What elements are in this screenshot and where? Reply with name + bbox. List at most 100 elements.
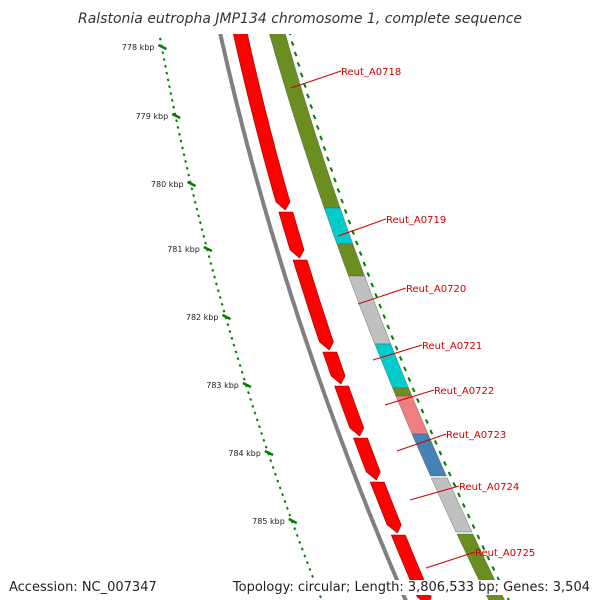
minor-tick [187, 173, 191, 177]
minor-tick [311, 574, 314, 578]
outer-dash [296, 62, 301, 67]
minor-tick [303, 554, 307, 558]
minor-tick [271, 465, 275, 470]
label-leader-line [384, 389, 435, 406]
outer-dash [290, 41, 295, 46]
minor-tick [209, 261, 213, 266]
label-leader-line [290, 70, 342, 89]
minor-tick [281, 493, 284, 497]
minor-tick [161, 51, 165, 55]
red-gene-arrow [334, 385, 365, 437]
red-gene-arrow [278, 211, 305, 259]
kbp-tick-label: 780 kbp [151, 180, 184, 189]
outer-dash [424, 419, 429, 424]
gene-segment-gray [348, 275, 392, 345]
major-tick [288, 517, 298, 525]
gene-segment-salmon [395, 395, 429, 435]
kbp-tick-label: 779 kbp [136, 112, 169, 121]
gene-label[interactable]: Reut_A0721 [422, 341, 482, 352]
scale-ticks: 778 kbp 779 kbp 780 kbp 781 kbp 782 kbp 783 k… [122, 3, 324, 599]
label-leader-line [409, 485, 460, 501]
kbp-tick-label: 778 kbp [122, 43, 155, 52]
minor-tick [276, 479, 280, 483]
minor-tick [293, 527, 297, 531]
minor-tick [178, 132, 181, 136]
accession-text: Accession: NC_007347 [7, 580, 159, 595]
gene-label[interactable]: Reut_A0720 [406, 284, 466, 295]
outer-dash [461, 503, 466, 508]
gene-label[interactable]: Reut_A0723 [446, 430, 506, 441]
minor-tick [318, 595, 322, 599]
outer-dash [336, 188, 341, 193]
minor-tick [216, 289, 220, 293]
minor-tick [308, 567, 312, 572]
minor-tick [207, 255, 211, 259]
outer-dash [411, 387, 416, 393]
label-leader-line [357, 287, 407, 305]
outer-dash [370, 282, 375, 288]
outer-dash [329, 167, 334, 172]
gene-label[interactable]: Reut_A0722 [434, 386, 494, 397]
gene-label[interactable]: Reut_A0718 [341, 67, 401, 78]
outer-dash [312, 114, 317, 120]
summary-text: Topology: circular; Length: 3,806,533 bp… [230, 580, 592, 595]
minor-tick [234, 350, 238, 354]
minor-tick [218, 295, 222, 300]
outer-dash [343, 209, 348, 214]
red-gene-track [225, 0, 432, 600]
outer-dash [438, 450, 443, 456]
minor-tick [169, 91, 173, 96]
red-gene-arrow [353, 437, 381, 481]
gene-labels: Reut_A0718 Reut_A0719 Reut_A0720 Reut_A0721… [290, 67, 535, 569]
outer-dash [443, 461, 447, 466]
outer-dash [390, 335, 395, 340]
outer-dash [398, 356, 403, 361]
outer-dash [407, 377, 412, 382]
minor-tick [264, 445, 268, 449]
minor-tick [179, 139, 183, 143]
minor-tick [202, 234, 206, 238]
gene-segment-cyan [323, 207, 354, 245]
outer-dash [433, 440, 438, 445]
minor-tick [162, 57, 166, 62]
minor-tick [200, 227, 204, 232]
outer-dash [506, 597, 510, 600]
outer-dash [315, 125, 320, 130]
label-leader-line [396, 433, 447, 452]
minor-tick [204, 241, 207, 245]
minor-tick [278, 486, 282, 490]
outer-dash [374, 293, 379, 298]
outer-dash [394, 345, 399, 351]
minor-tick [195, 207, 199, 211]
major-tick [264, 449, 274, 457]
label-leader-line [372, 344, 423, 361]
minor-tick [240, 370, 244, 374]
gene-label[interactable]: Reut_A0725 [475, 548, 535, 559]
gene-label[interactable]: Reut_A0724 [459, 482, 519, 493]
outer-dash [302, 83, 307, 88]
outer-dash [319, 135, 324, 141]
minor-tick [163, 64, 167, 68]
outer-dash [386, 324, 391, 330]
outer-dash [452, 482, 457, 487]
minor-tick [181, 146, 184, 150]
outer-dash [486, 555, 491, 561]
outer-dash [420, 408, 425, 414]
backbone-path [210, 0, 408, 600]
outer-dash [378, 303, 383, 309]
minor-tick [247, 391, 250, 395]
outer-dash [347, 219, 352, 225]
minor-tick [197, 214, 201, 218]
minor-tick [198, 221, 202, 225]
minor-tick [165, 71, 169, 75]
outer-dash [333, 177, 337, 183]
kbp-tick-label: 782 kbp [186, 313, 219, 322]
minor-tick [175, 119, 178, 123]
minor-tick [305, 561, 309, 565]
minor-tick [249, 397, 253, 402]
colored-gene-track [259, 0, 510, 600]
gene-label[interactable]: Reut_A0719 [386, 215, 446, 226]
minor-tick [298, 540, 302, 544]
major-tick [157, 43, 167, 51]
